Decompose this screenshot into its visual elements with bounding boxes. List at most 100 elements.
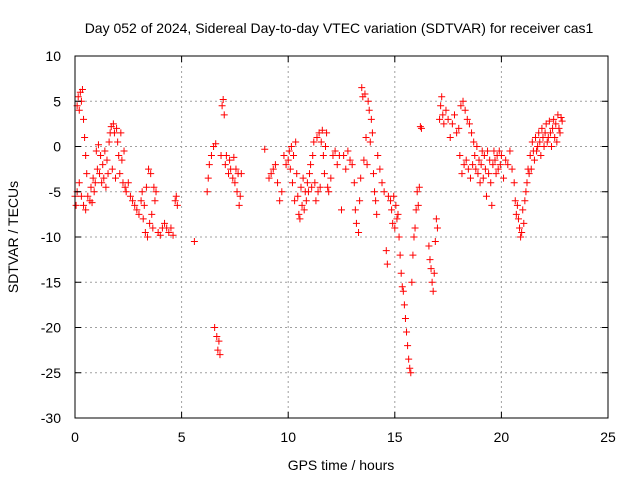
data-point-marker bbox=[204, 174, 212, 182]
data-point-marker bbox=[316, 183, 324, 191]
data-point-marker bbox=[286, 165, 294, 173]
data-point-marker bbox=[116, 170, 124, 178]
data-point-marker bbox=[506, 147, 514, 155]
data-point-marker bbox=[108, 165, 116, 173]
data-point-marker bbox=[138, 188, 146, 196]
data-point-marker bbox=[167, 224, 175, 232]
data-point-marker bbox=[495, 147, 503, 155]
data-point-marker bbox=[417, 124, 425, 132]
data-point-marker bbox=[80, 115, 88, 123]
data-point-marker bbox=[221, 161, 229, 169]
data-point-marker bbox=[358, 84, 366, 92]
data-point-marker bbox=[430, 269, 438, 277]
data-point-marker bbox=[215, 337, 223, 345]
data-point-marker bbox=[477, 161, 485, 169]
data-point-marker bbox=[479, 174, 487, 182]
x-tick-label: 25 bbox=[600, 429, 616, 445]
data-point-marker bbox=[466, 174, 474, 182]
data-point-marker bbox=[129, 197, 137, 205]
data-point-marker bbox=[461, 106, 469, 114]
data-point-marker bbox=[113, 124, 121, 132]
data-point-marker bbox=[80, 201, 88, 209]
data-point-marker bbox=[474, 170, 482, 178]
data-point-marker bbox=[226, 156, 234, 164]
data-point-marker bbox=[536, 138, 544, 146]
data-point-marker bbox=[456, 152, 464, 160]
x-tick-label: 15 bbox=[387, 429, 403, 445]
data-point-marker bbox=[97, 152, 105, 160]
data-point-marker bbox=[236, 192, 244, 200]
data-point-marker bbox=[312, 197, 320, 205]
data-point-marker bbox=[484, 147, 492, 155]
data-point-marker bbox=[548, 143, 556, 150]
x-tick-label: 5 bbox=[178, 429, 186, 445]
data-point-marker bbox=[365, 106, 373, 114]
data-point-marker bbox=[378, 179, 386, 187]
data-point-marker bbox=[383, 260, 391, 268]
data-point-marker bbox=[372, 197, 380, 205]
data-point-marker bbox=[96, 170, 104, 178]
data-point-marker bbox=[532, 133, 540, 141]
data-point-marker bbox=[161, 219, 169, 227]
data-point-marker bbox=[317, 138, 325, 146]
data-point-marker bbox=[521, 197, 529, 205]
data-point-marker bbox=[545, 117, 553, 125]
data-point-marker bbox=[368, 129, 376, 137]
data-point-marker bbox=[124, 179, 132, 187]
data-point-marker bbox=[276, 197, 284, 205]
data-point-marker bbox=[411, 224, 419, 232]
data-point-marker bbox=[485, 170, 493, 178]
data-point-marker bbox=[512, 210, 520, 218]
data-point-marker bbox=[110, 129, 118, 137]
data-point-marker bbox=[115, 152, 123, 160]
data-point-marker bbox=[395, 233, 403, 241]
data-point-marker bbox=[294, 192, 302, 200]
data-point-marker bbox=[308, 183, 316, 191]
data-point-marker bbox=[112, 174, 120, 182]
data-point-marker bbox=[211, 324, 219, 331]
x-tick-label: 0 bbox=[71, 429, 79, 445]
data-point-marker bbox=[165, 228, 173, 236]
data-point-marker bbox=[218, 102, 226, 110]
data-point-marker bbox=[314, 188, 322, 196]
data-point-marker bbox=[412, 206, 420, 214]
data-point-marker bbox=[557, 114, 565, 122]
data-point-marker bbox=[109, 120, 117, 128]
data-point-marker bbox=[169, 231, 177, 239]
data-point-marker bbox=[101, 147, 109, 155]
data-point-marker bbox=[537, 152, 545, 160]
data-point-marker bbox=[475, 156, 483, 164]
data-point-marker bbox=[431, 238, 439, 246]
y-axis-label: SDTVAR / TECUs bbox=[5, 181, 21, 293]
data-point-marker bbox=[75, 179, 83, 187]
data-point-marker bbox=[118, 156, 126, 164]
data-point-marker bbox=[172, 192, 180, 200]
data-point-marker bbox=[481, 165, 489, 173]
data-point-marker bbox=[205, 161, 213, 169]
data-point-marker bbox=[518, 228, 526, 236]
data-point-marker bbox=[526, 152, 534, 160]
data-point-marker bbox=[403, 328, 411, 336]
data-point-marker bbox=[513, 201, 521, 209]
data-point-marker bbox=[100, 174, 108, 182]
data-point-marker bbox=[400, 301, 408, 309]
data-point-marker bbox=[114, 138, 122, 146]
data-point-marker bbox=[156, 231, 164, 239]
data-point-marker bbox=[442, 106, 450, 114]
data-point-marker bbox=[212, 140, 220, 148]
data-point-marker bbox=[373, 210, 381, 218]
data-point-marker bbox=[535, 129, 543, 137]
data-point-marker bbox=[143, 233, 151, 241]
data-point-marker bbox=[371, 188, 379, 196]
data-point-marker bbox=[297, 183, 305, 191]
data-point-marker bbox=[346, 156, 354, 164]
data-point-marker bbox=[295, 210, 303, 218]
data-point-marker bbox=[265, 174, 273, 182]
data-point-marker bbox=[380, 188, 388, 196]
data-point-marker bbox=[203, 188, 211, 196]
data-point-marker bbox=[140, 201, 148, 209]
data-point-marker bbox=[304, 188, 312, 196]
data-point-marker bbox=[360, 156, 368, 164]
data-point-marker bbox=[105, 138, 113, 146]
